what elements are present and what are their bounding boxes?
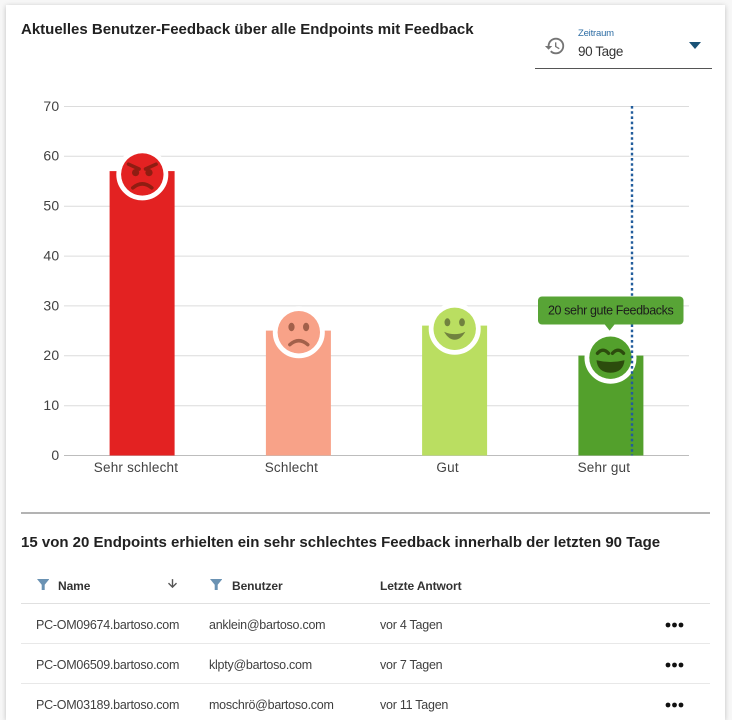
svg-text:Gut: Gut	[436, 460, 458, 475]
svg-text:50: 50	[43, 198, 59, 214]
svg-text:20 sehr gute Feedbacks: 20 sehr gute Feedbacks	[548, 304, 673, 318]
svg-text:Sehr schlecht: Sehr schlecht	[94, 460, 178, 475]
svg-text:Schlecht: Schlecht	[265, 460, 318, 475]
svg-text:30: 30	[43, 297, 59, 313]
svg-text:Sehr gut: Sehr gut	[578, 460, 631, 475]
svg-text:10: 10	[43, 397, 59, 413]
svg-text:70: 70	[43, 98, 59, 114]
svg-text:0: 0	[51, 447, 59, 463]
svg-text:40: 40	[43, 248, 59, 264]
svg-text:20: 20	[43, 347, 59, 363]
svg-text:60: 60	[43, 148, 59, 164]
